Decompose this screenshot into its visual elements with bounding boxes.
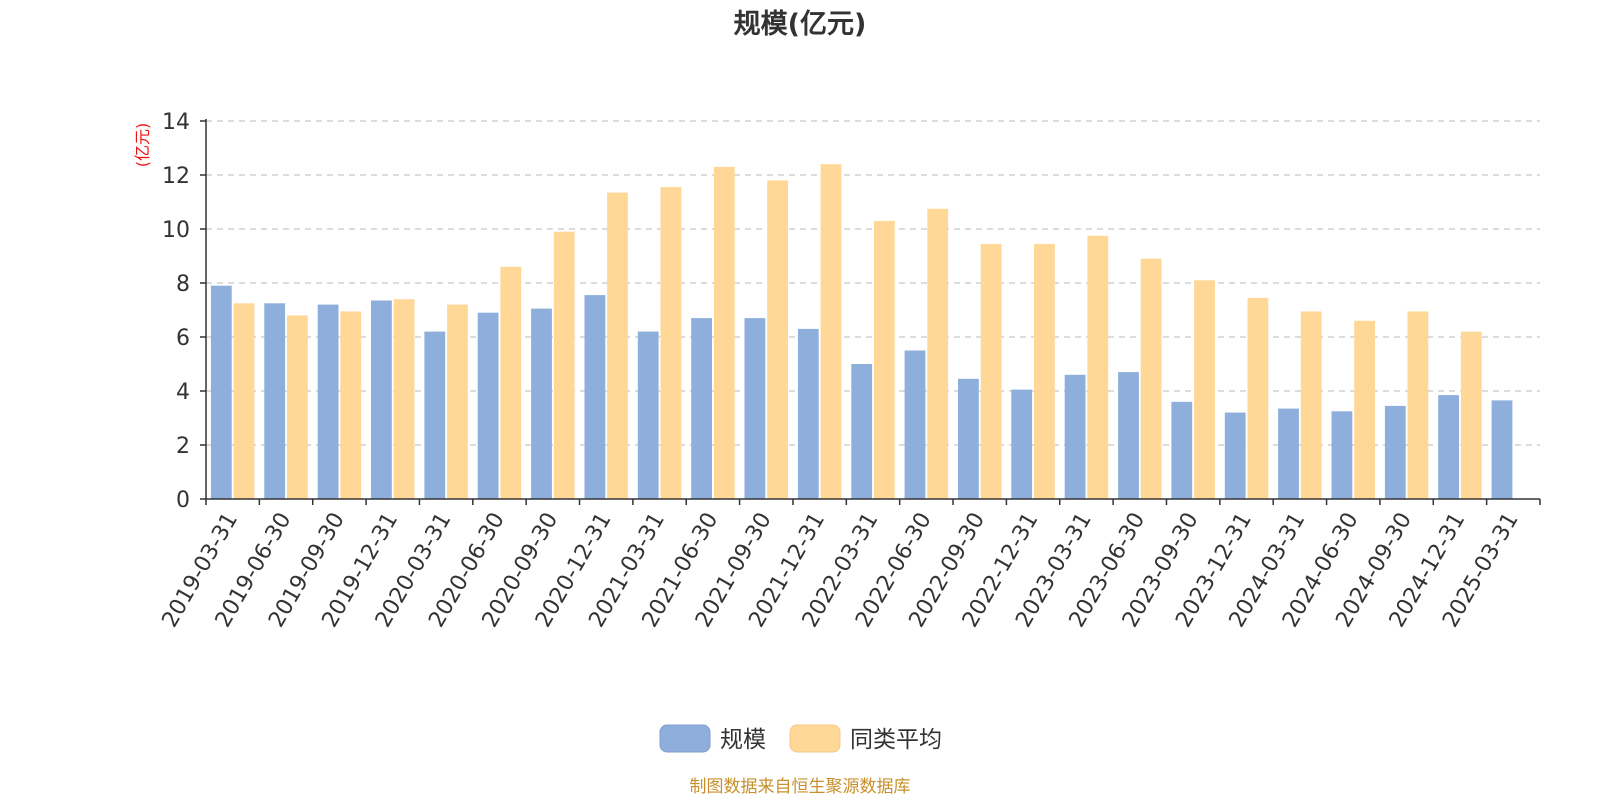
bar-scale[interactable] <box>691 318 712 499</box>
bar-peer-average[interactable] <box>1407 311 1429 499</box>
legend: 规模 同类平均 <box>659 724 942 753</box>
bar-peer-average[interactable] <box>660 187 682 499</box>
bar-scale[interactable] <box>477 312 499 499</box>
bar-peer-average[interactable] <box>1300 311 1322 499</box>
bar-scale[interactable] <box>797 328 819 499</box>
bar-scale[interactable] <box>1118 372 1139 499</box>
bar-scale[interactable] <box>317 304 339 499</box>
y-tick-label: 6 <box>176 326 190 351</box>
bar-scale[interactable] <box>1011 389 1033 499</box>
legend-label-peer-average[interactable]: 同类平均 <box>850 727 942 753</box>
y-tick-label: 12 <box>162 164 190 189</box>
bar-peer-average[interactable] <box>927 208 949 500</box>
bar-scale[interactable] <box>424 331 446 499</box>
bar-scale[interactable] <box>851 364 873 499</box>
y-tick-label: 14 <box>162 110 190 135</box>
bar-peer-average[interactable] <box>233 303 255 500</box>
bar-scale[interactable] <box>744 318 766 499</box>
bar-peer-average[interactable] <box>820 164 842 499</box>
bar-peer-average[interactable] <box>1034 243 1055 499</box>
bar-scale[interactable] <box>371 300 392 500</box>
bar-peer-average[interactable] <box>287 315 308 499</box>
bar-scale[interactable] <box>1331 411 1353 500</box>
y-tick-label: 10 <box>162 218 190 243</box>
bar-peer-average[interactable] <box>447 304 468 499</box>
bar-scale[interactable] <box>637 331 659 499</box>
bar-scale[interactable] <box>584 295 606 499</box>
axes: 024681012142019-03-312019-06-302019-09-3… <box>157 110 1541 632</box>
bar-peer-average[interactable] <box>873 220 895 499</box>
bar-peer-average[interactable] <box>607 192 628 499</box>
bar-scale[interactable] <box>264 303 286 500</box>
chart-title: 规模(亿元) <box>734 9 867 40</box>
bar-peer-average[interactable] <box>713 166 735 499</box>
y-tick-label: 4 <box>176 380 190 405</box>
bar-scale[interactable] <box>904 350 926 500</box>
bar-scale[interactable] <box>1224 412 1246 499</box>
bar-peer-average[interactable] <box>500 266 522 499</box>
bar-scale[interactable] <box>1171 401 1193 499</box>
y-tick-label: 0 <box>176 488 190 513</box>
bar-peer-average[interactable] <box>1247 297 1269 499</box>
y-axis-unit-label: (亿元) <box>133 123 152 168</box>
legend-swatch-peer-average[interactable] <box>789 724 841 753</box>
y-tick-label: 2 <box>176 434 190 459</box>
bar-peer-average[interactable] <box>1140 258 1162 499</box>
bar-peer-average[interactable] <box>1194 280 1215 499</box>
bar-scale[interactable] <box>210 285 232 499</box>
bar-peer-average[interactable] <box>553 231 575 499</box>
bar-peer-average[interactable] <box>340 311 362 499</box>
bar-scale[interactable] <box>1491 400 1513 499</box>
bars <box>210 164 1513 500</box>
bar-peer-average[interactable] <box>1087 235 1109 500</box>
bar-scale[interactable] <box>1064 374 1086 499</box>
bar-peer-average[interactable] <box>1460 331 1482 499</box>
bar-peer-average[interactable] <box>1354 320 1375 499</box>
y-tick-label: 8 <box>176 272 190 297</box>
bar-scale[interactable] <box>958 378 979 499</box>
bar-scale[interactable] <box>1438 395 1459 499</box>
bar-scale[interactable] <box>1278 408 1299 499</box>
bar-peer-average[interactable] <box>767 180 788 499</box>
bar-scale[interactable] <box>531 308 552 499</box>
bar-scale[interactable] <box>1384 405 1406 499</box>
legend-swatch-scale[interactable] <box>659 724 711 753</box>
bar-peer-average[interactable] <box>393 299 415 499</box>
bar-peer-average[interactable] <box>980 243 1002 499</box>
data-source-note: 制图数据来自恒生聚源数据库 <box>690 777 911 797</box>
legend-label-scale[interactable]: 规模 <box>720 727 766 753</box>
